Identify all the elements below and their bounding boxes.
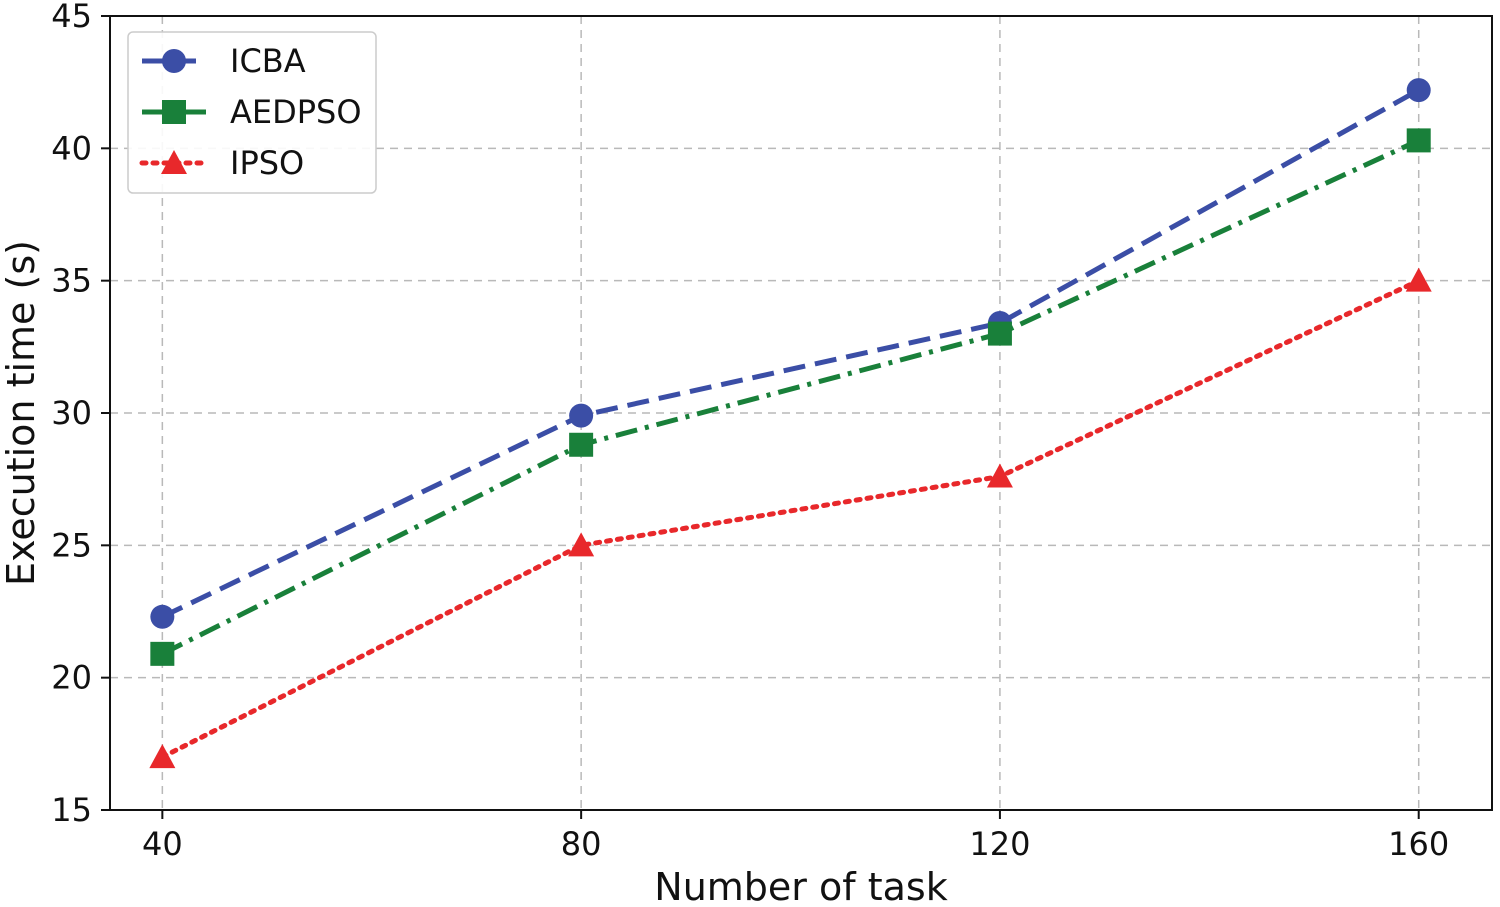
x-tick-label: 160 (1388, 825, 1449, 863)
chart-legend: ICBA AEDPSO IPSO (127, 31, 377, 194)
data-series (149, 78, 1432, 769)
y-tick-label: 40 (51, 129, 92, 167)
series-aedpso (150, 128, 1431, 666)
aedpso-point (569, 432, 594, 457)
series-ipso (149, 267, 1432, 769)
y-axis-title: Execution time (s) (0, 240, 43, 586)
legend-aedpso-label: AEDPSO (230, 93, 362, 131)
aedpso-point (1406, 128, 1431, 153)
ipso-point (1405, 267, 1432, 292)
icba-point (150, 604, 175, 629)
legend-box (127, 31, 377, 194)
x-tick-label: 40 (142, 825, 183, 863)
legend-ipso-marker (161, 150, 187, 174)
y-tick-label: 25 (51, 526, 92, 564)
aedpso-point (150, 641, 175, 666)
icba-line (161, 87, 1420, 620)
ipso-point (149, 744, 176, 769)
y-tick-label: 30 (51, 394, 92, 432)
aedpso-line (161, 138, 1420, 657)
x-tick-label: 120 (969, 825, 1030, 863)
axis-ticks: 40 80 120 160 15 20 25 30 35 40 45 (51, 0, 1449, 863)
legend-icba-marker (162, 49, 186, 73)
aedpso-point (987, 321, 1012, 346)
legend-icba-label: ICBA (230, 42, 306, 80)
x-axis-title: Number of task (654, 865, 947, 907)
ipso-point (986, 463, 1013, 488)
icba-point (1406, 78, 1431, 103)
ipso-line (159, 278, 1422, 760)
y-tick-label: 45 (51, 0, 92, 35)
icba-point (569, 403, 594, 428)
y-tick-label: 20 (51, 659, 92, 697)
x-tick-label: 80 (561, 825, 602, 863)
y-tick-label: 15 (51, 791, 92, 829)
legend-aedpso-marker (162, 100, 186, 124)
ipso-point (568, 532, 595, 557)
legend-ipso-label: IPSO (230, 144, 304, 182)
grid-lines (110, 16, 1492, 810)
y-tick-label: 35 (51, 262, 92, 300)
